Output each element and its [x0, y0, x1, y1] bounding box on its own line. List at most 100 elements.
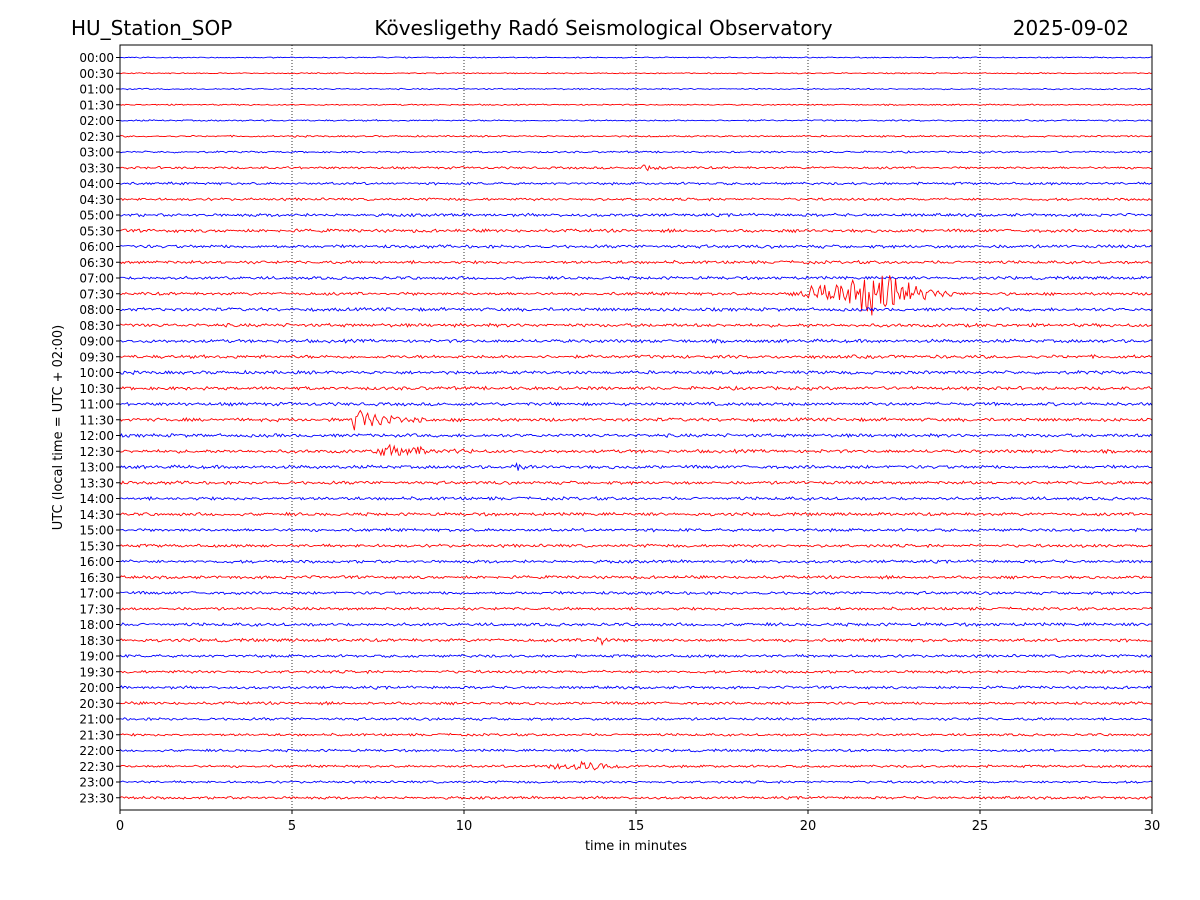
trace-0700 [119, 275, 1153, 281]
trace-1930 [119, 669, 1153, 675]
trace-1800 [119, 621, 1153, 627]
y-tick-label-1500: 15:00 [79, 524, 114, 538]
gridlines [291, 45, 981, 810]
trace-2230 [119, 760, 1153, 771]
trace-0130 [119, 103, 1153, 107]
trace-0000 [119, 56, 1153, 59]
trace-1730 [119, 606, 1153, 611]
y-tick-label-1930: 19:30 [79, 665, 114, 679]
trace-0830 [119, 322, 1153, 329]
trace-1100 [119, 401, 1153, 407]
trace-0530 [119, 228, 1153, 234]
y-tick-label-0230: 02:30 [79, 130, 114, 144]
y-axis-label: UTC (local time = UTC + 02:00) [51, 325, 66, 530]
trace-2330 [119, 795, 1153, 800]
y-tick-label-1100: 11:00 [79, 398, 114, 412]
y-tick-label-0830: 08:30 [79, 319, 114, 333]
trace-1600 [119, 559, 1153, 565]
x-tick-label-30: 30 [1144, 819, 1161, 834]
y-tick-label-0400: 04:00 [79, 177, 114, 191]
trace-0800 [120, 306, 1153, 313]
y-tick-label-1900: 19:00 [79, 650, 114, 664]
trace-1330 [119, 480, 1153, 486]
y-tick-label-1230: 12:30 [79, 445, 114, 459]
y-tick-label-1200: 12:00 [79, 429, 114, 443]
y-tick-label-1800: 18:00 [79, 618, 114, 632]
y-tick-label-0130: 01:30 [79, 98, 114, 112]
trace-0430 [119, 197, 1153, 202]
trace-1230 [120, 443, 1153, 457]
trace-0730 [119, 275, 1153, 316]
x-tick-label-20: 20 [800, 819, 817, 834]
trace-1830 [119, 636, 1153, 647]
x-tick-label-5: 5 [288, 819, 296, 834]
y-tick-label-0700: 07:00 [79, 272, 114, 286]
trace-1500 [119, 527, 1153, 533]
y-tick-label-0800: 08:00 [79, 303, 114, 317]
y-tick-label-2200: 22:00 [79, 744, 114, 758]
trace-1630 [119, 574, 1153, 580]
y-tick-label-1430: 14:30 [79, 508, 114, 522]
x-tick-label-15: 15 [628, 819, 645, 834]
y-tick-label-2000: 20:00 [79, 681, 114, 695]
x-tick-label-10: 10 [456, 819, 473, 834]
seismic-traces [119, 56, 1153, 800]
trace-0600 [119, 244, 1153, 250]
y-tick-label-1400: 14:00 [79, 492, 114, 506]
trace-0500 [119, 212, 1153, 218]
trace-1000 [119, 369, 1153, 376]
y-tick-label-1030: 10:30 [79, 382, 114, 396]
y-tick-label-1530: 15:30 [79, 539, 114, 553]
trace-2130 [119, 732, 1153, 737]
y-tick-label-0300: 03:00 [79, 146, 114, 160]
trace-1300 [119, 462, 1153, 471]
y-tick-label-0030: 00:30 [79, 67, 114, 81]
trace-0100 [119, 87, 1153, 91]
trace-1200 [119, 432, 1153, 439]
y-tick-label-1730: 17:30 [79, 602, 114, 616]
x-axis: 0 5 10 15 20 25 30 [116, 810, 1160, 834]
date-title: 2025-09-02 [1012, 16, 1129, 40]
y-tick-label-1000: 10:00 [79, 366, 114, 380]
y-tick-label-2100: 21:00 [79, 713, 114, 727]
y-tick-label-0200: 02:00 [79, 114, 114, 128]
y-tick-label-0330: 03:30 [79, 161, 114, 175]
y-tick-label-1300: 13:00 [79, 461, 114, 475]
y-tick-label-1830: 18:30 [79, 634, 114, 648]
y-tick-label-1630: 16:30 [79, 571, 114, 585]
trace-2300 [119, 780, 1153, 785]
trace-1430 [119, 511, 1153, 517]
trace-2200 [119, 748, 1153, 753]
y-tick-label-0730: 07:30 [79, 287, 114, 301]
plot-frame [119, 44, 1153, 811]
trace-0930 [119, 354, 1153, 360]
trace-0200 [119, 119, 1152, 122]
trace-0900 [119, 338, 1153, 344]
trace-0300 [119, 150, 1153, 154]
x-tick-label-0: 0 [116, 819, 124, 834]
y-tick-label-0900: 09:00 [79, 335, 114, 349]
y-tick-label-1700: 17:00 [79, 587, 114, 601]
trace-2030 [119, 700, 1153, 706]
y-tick-label-1330: 13:30 [79, 476, 114, 490]
y-tick-label-0100: 01:00 [79, 83, 114, 97]
trace-1530 [119, 543, 1153, 549]
y-tick-label-1600: 16:00 [79, 555, 114, 569]
x-tick-label-25: 25 [972, 819, 989, 834]
y-tick-label-2330: 23:30 [79, 791, 114, 805]
y-tick-label-0630: 06:30 [79, 256, 114, 270]
trace-1130 [119, 409, 1153, 431]
trace-2100 [119, 716, 1153, 722]
y-tick-label-2030: 20:30 [79, 697, 114, 711]
y-tick-label-0530: 05:30 [79, 224, 114, 238]
trace-2000 [119, 685, 1153, 690]
y-tick-label-2230: 22:30 [79, 760, 114, 774]
trace-1900 [119, 653, 1153, 659]
trace-0330 [119, 164, 1153, 172]
trace-1030 [119, 385, 1153, 391]
trace-0030 [119, 72, 1153, 75]
trace-0630 [119, 259, 1153, 265]
y-tick-label-2130: 21:30 [79, 728, 114, 742]
